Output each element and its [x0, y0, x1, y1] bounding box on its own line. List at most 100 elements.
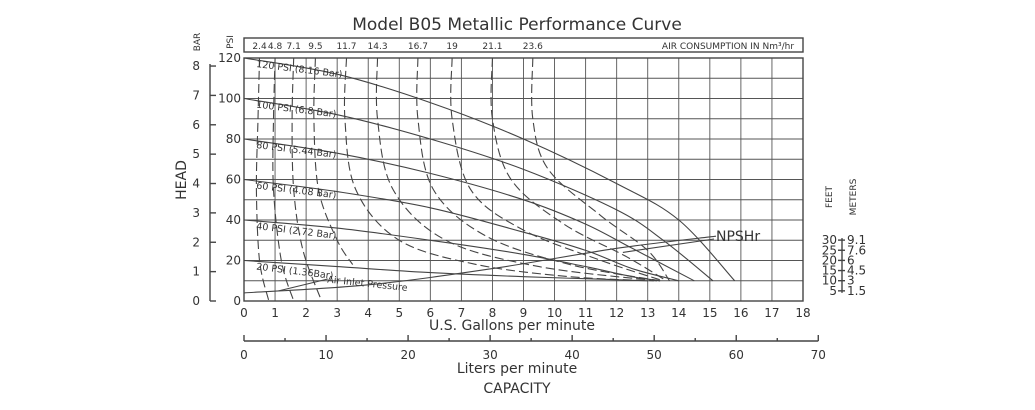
pressure-curve: [243, 138, 695, 282]
x-tick-label: 18: [795, 306, 810, 320]
meters-tick-label: 7.6: [847, 243, 866, 257]
lpm-tick-label: 40: [565, 348, 580, 362]
npsh-axis: 5 1.5 10 3 15 4.5 20 6 25 7.6 30 9.1: [822, 233, 866, 298]
pressure-curves: 120 PSI (8.16 Bar) 100 PSI (6.8 Bar) 80 PS…: [243, 57, 736, 294]
air-tick-label: 21.1: [482, 42, 502, 52]
bar-tick-label: 4: [192, 177, 200, 191]
x-tick-label: 8: [489, 306, 497, 320]
y-tick-label: 120: [218, 51, 241, 65]
x-tick-label: 1: [271, 306, 279, 320]
air-consumption-curve: [291, 57, 323, 302]
air-inlet-pressure-label: Air Inlet Pressure: [327, 275, 409, 294]
x-tick-label: 11: [578, 306, 593, 320]
lpm-tick-label: 30: [482, 348, 497, 362]
bar-label: BAR: [193, 33, 203, 52]
bar-tick-label: 2: [192, 235, 200, 249]
air-consumption-curve: [450, 57, 664, 282]
pressure-curve: [243, 259, 648, 282]
lpm-tick-label: 20: [400, 348, 415, 362]
air-inlet-pressure-leader: [278, 278, 328, 292]
air-tick-label: 11.7: [336, 42, 356, 52]
air-consumption-curve: [490, 57, 667, 282]
lpm-tick-label: 0: [240, 348, 248, 362]
x-tick-label: 16: [733, 306, 748, 320]
bar-tick-label: 6: [192, 118, 200, 132]
air-consumption-curve: [313, 57, 354, 265]
x2-axis-title: Liters per minute: [457, 361, 577, 377]
air-consumption-curve: [531, 57, 670, 282]
bar-tick-label: 5: [192, 147, 200, 161]
pressure-curve-label: 100 PSI (6.8 Bar): [256, 100, 337, 121]
npshr-curve-group: NPSHr: [243, 229, 760, 294]
y-tick-label: 80: [226, 132, 241, 146]
bar-axis: 0 1 2 3 4 5 6 7 8: [192, 59, 216, 308]
npshr-leader: [622, 238, 715, 253]
y-tick-label: 60: [226, 173, 241, 187]
air-consumption-curve: [416, 57, 661, 282]
bar-tick-label: 0: [192, 294, 200, 308]
meters-tick-label: 1.5: [847, 284, 866, 298]
pressure-curve-label: 20 PSI (1.36Bar): [256, 262, 334, 282]
feet-tick-label: 25: [822, 243, 837, 257]
air-tick-label: 16.7: [408, 42, 428, 52]
meters-tick-label: 9.1: [847, 233, 866, 247]
air-consumption-curve: [272, 57, 295, 302]
feet-tick-label: 30: [822, 233, 837, 247]
x-axis-title: U.S. Gallons per minute: [429, 318, 595, 334]
feet-tick-label: 20: [822, 253, 837, 267]
capacity-label: CAPACITY: [483, 381, 551, 397]
pressure-curve-label: 120 PSI (8.16 Bar): [256, 59, 343, 80]
chart-title: Model B05 Metallic Performance Curve: [352, 15, 682, 35]
pressure-curve: [243, 97, 714, 282]
x-tick-label: 9: [520, 306, 528, 320]
pressure-curve: [243, 57, 736, 282]
lpm-tick-label: 60: [729, 348, 744, 362]
x-tick-label: 7: [458, 306, 466, 320]
head-label: HEAD: [174, 160, 190, 200]
x-tick-label: 12: [609, 306, 624, 320]
npshr-label: NPSHr: [716, 229, 760, 245]
air-tick-labels: 2.4 4.8 7.1 9.5 11.7 14.3 16.7 19 21.1 23.6: [252, 42, 543, 52]
y-tick-label: 0: [233, 294, 241, 308]
air-tick-label: 19: [446, 42, 458, 52]
y-tick-label: 20: [226, 254, 241, 268]
bar-tick-label: 7: [192, 88, 200, 102]
x-tick-label: 5: [395, 306, 403, 320]
meters-tick-label: 3: [847, 274, 855, 288]
pressure-curve: [243, 219, 661, 282]
pressure-curve-label: 80 PSI (5.44 Bar): [256, 140, 337, 161]
gpm-tick-labels: 0 1 2 3 4 5 6 7 8 9 10 11 12 13 14 15 16 17 18: [240, 306, 810, 320]
air-tick-label: 4.8: [268, 42, 283, 52]
x-tick-label: 2: [302, 306, 310, 320]
air-consumption-curve: [255, 57, 270, 302]
x-tick-label: 17: [764, 306, 779, 320]
feet-tick-label: 10: [822, 274, 837, 288]
air-tick-label: 9.5: [308, 42, 322, 52]
pressure-curve: [243, 178, 679, 282]
air-tick-label: 7.1: [287, 42, 301, 52]
lpm-tick-label: 10: [318, 348, 333, 362]
x-tick-label: 4: [364, 306, 372, 320]
bar-tick-label: 8: [192, 59, 200, 73]
x-tick-label: 13: [640, 306, 655, 320]
air-band: [243, 37, 804, 53]
feet-tick-label: 15: [822, 264, 837, 278]
meters-label: METERS: [849, 178, 859, 215]
x-tick-label: 14: [671, 306, 686, 320]
air-tick-label: 14.3: [368, 42, 388, 52]
x-tick-label: 3: [333, 306, 341, 320]
feet-tick-label: 5: [829, 284, 837, 298]
pressure-curve-label: 60 PSI (4.08 Bar): [256, 181, 337, 202]
lpm-tick-label: 50: [647, 348, 662, 362]
psi-label: PSI: [226, 35, 236, 49]
feet-label: FEET: [825, 185, 835, 208]
meters-tick-label: 6: [847, 253, 855, 267]
air-consumption-curve: [343, 57, 654, 282]
bar-tick-label: 3: [192, 206, 200, 220]
lpm-tick-label: 70: [811, 348, 826, 362]
lpm-axis: 0 10 20 30 40 50 60 70: [240, 335, 826, 362]
air-tick-label: 23.6: [523, 42, 543, 52]
grid: [243, 57, 804, 302]
